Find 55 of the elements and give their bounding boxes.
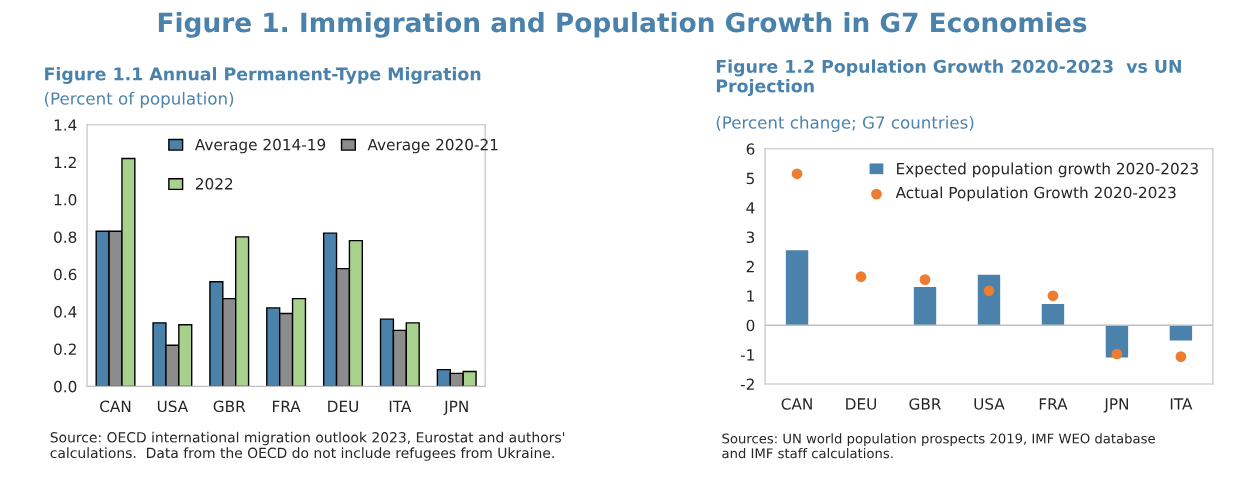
point bbox=[855, 271, 867, 283]
y-tick-label: 1.4 bbox=[54, 119, 77, 131]
y-tick-label: -2 bbox=[740, 378, 754, 390]
y-tick-label: -1 bbox=[740, 349, 754, 361]
chart-title: Figure 1.2 Population Growth 2020-2023 vs UN Projection bbox=[716, 59, 1181, 96]
x-tick-label: DEU bbox=[846, 398, 876, 410]
caption: Figure 1. Immigration and Population Growth in G7 Economies bbox=[158, 12, 1087, 38]
x-tick-label: FRA bbox=[1039, 398, 1068, 410]
legend-label: 2022 bbox=[195, 178, 233, 190]
y-tick-label: 0.6 bbox=[54, 268, 77, 281]
y-tick-label: 0 bbox=[746, 319, 755, 332]
point bbox=[1175, 351, 1187, 363]
x-tick-label: CAN bbox=[781, 398, 812, 410]
y-tick-label: 6 bbox=[746, 143, 755, 155]
y-tick-label: 5 bbox=[746, 172, 754, 185]
legend-label: Average 2014-19 bbox=[194, 138, 326, 154]
point bbox=[983, 285, 995, 297]
chart-subtitle: (Percent of population) bbox=[44, 91, 234, 108]
source-note: Sources: UN world population prospects 2019, IMF WEO database and IMF staff calculations. bbox=[722, 433, 1155, 459]
y-tick-label: 1 bbox=[747, 290, 754, 302]
legend-label: Actual Population Growth 2020-2023 bbox=[895, 186, 1176, 202]
point bbox=[791, 168, 803, 180]
point bbox=[1111, 348, 1123, 360]
y-tick-label: 0.4 bbox=[54, 306, 77, 318]
bar bbox=[913, 286, 937, 326]
chart-subtitle: (Percent change; G7 countries) bbox=[716, 115, 974, 132]
bar bbox=[1169, 325, 1193, 341]
y-tick-label: 2 bbox=[746, 260, 754, 273]
y-tick-label: 0.0 bbox=[54, 380, 77, 393]
x-tick-label: USA bbox=[157, 400, 189, 413]
bar bbox=[977, 274, 1001, 326]
source-note: Source: OECD international migration outlook 2023, Eurostat and authors' calculations. Data from the OECD do not include refugees from Ukraine. bbox=[50, 431, 565, 461]
bar bbox=[1041, 304, 1065, 326]
chart-title: Figure 1.1 Annual Permanent-Type Migration bbox=[45, 67, 481, 84]
x-tick-label: ITA bbox=[389, 400, 412, 412]
bar bbox=[785, 250, 809, 326]
point bbox=[919, 274, 931, 285]
legend-label: Expected population growth 2020-2023 bbox=[897, 162, 1198, 178]
y-tick-label: 1.2 bbox=[54, 156, 76, 168]
y-tick-label: 0.8 bbox=[54, 231, 77, 243]
y-tick-label: 0.2 bbox=[54, 343, 76, 356]
x-tick-label: DEU bbox=[328, 400, 358, 413]
x-tick-label: USA bbox=[974, 398, 1005, 410]
point bbox=[1047, 290, 1059, 302]
x-tick-label: JPN bbox=[1103, 398, 1129, 413]
x-tick-label: CAN bbox=[100, 400, 131, 413]
legend-label: Average 2020-21 bbox=[367, 138, 498, 154]
x-tick-label: GBR bbox=[909, 398, 942, 410]
x-tick-label: ITA bbox=[1170, 398, 1193, 410]
y-tick-label: 4 bbox=[746, 202, 755, 214]
x-tick-label: FRA bbox=[273, 400, 301, 412]
y-tick-label: 1.0 bbox=[54, 194, 77, 206]
x-tick-label: JPN bbox=[443, 400, 468, 415]
y-tick-label: 3 bbox=[746, 231, 755, 244]
x-tick-label: GBR bbox=[213, 400, 246, 413]
